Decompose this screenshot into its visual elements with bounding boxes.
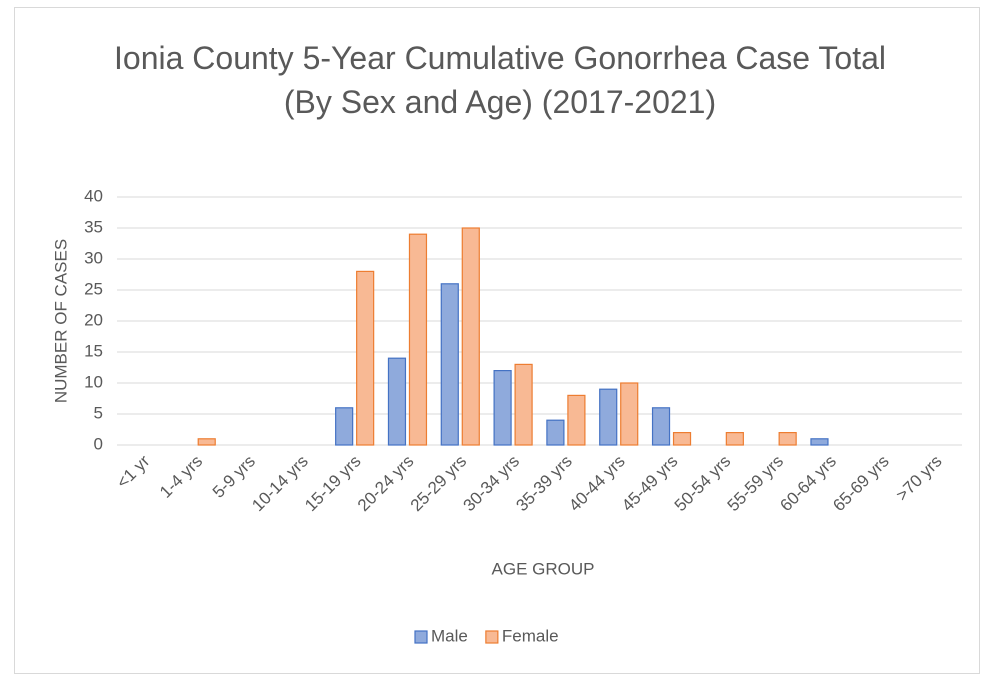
x-tick-label: 25-29 yrs (407, 452, 471, 516)
bar (335, 407, 354, 446)
x-tick-label: >70 yrs (892, 452, 945, 505)
x-tick-label: 60-64 yrs (776, 452, 840, 516)
y-tick-label: 10 (84, 372, 103, 391)
bar (810, 438, 829, 446)
x-tick-label: 10-14 yrs (248, 452, 312, 516)
x-tick-label: 20-24 yrs (354, 452, 418, 516)
x-tick-label: 15-19 yrs (301, 452, 365, 516)
y-tick-label: 0 (94, 434, 103, 453)
y-axis-label: NUMBER OF CASES (51, 239, 70, 403)
y-tick-label: 35 (84, 217, 103, 236)
bar (461, 227, 480, 446)
bar (599, 388, 618, 446)
bar (778, 432, 797, 446)
chart-frame (14, 7, 980, 674)
x-tick-label: 65-69 yrs (829, 452, 893, 516)
x-tick-label: 5-9 yrs (209, 452, 259, 502)
chart-title: Ionia County 5-Year Cumulative Gonorrhea… (114, 40, 886, 120)
legend-swatch (485, 630, 499, 644)
x-tick-label: 30-34 yrs (460, 452, 524, 516)
x-tick-label: 50-54 yrs (671, 452, 735, 516)
y-tick-label: 20 (84, 310, 103, 329)
x-tick-label: <1 yr (113, 451, 154, 492)
bar (387, 357, 407, 446)
y-tick-label: 25 (84, 279, 103, 298)
bar (651, 407, 671, 446)
bar (440, 283, 459, 446)
legend-swatch (414, 630, 428, 644)
x-axis-label: AGE GROUP (492, 559, 595, 578)
y-tick-label: 5 (94, 403, 103, 422)
x-tick-label: 45-49 yrs (618, 452, 682, 516)
x-tick-label: 35-39 yrs (512, 452, 576, 516)
bar (672, 432, 692, 446)
bar (356, 270, 375, 446)
bar (567, 394, 586, 446)
x-tick-label: 1-4 yrs (156, 452, 206, 502)
legend-label: Male (431, 626, 468, 645)
y-tick-label: 15 (84, 341, 103, 360)
x-tick-label: 40-44 yrs (565, 452, 629, 516)
y-tick-label: 40 (84, 186, 103, 205)
bar (493, 370, 512, 446)
bar (514, 363, 533, 446)
bar (620, 382, 639, 446)
x-tick-label: 55-59 yrs (724, 452, 788, 516)
bar (546, 419, 565, 446)
bar (408, 233, 428, 446)
bar (725, 432, 744, 446)
legend-label: Female (502, 626, 559, 645)
bar (197, 438, 216, 446)
y-tick-label: 30 (84, 248, 103, 267)
